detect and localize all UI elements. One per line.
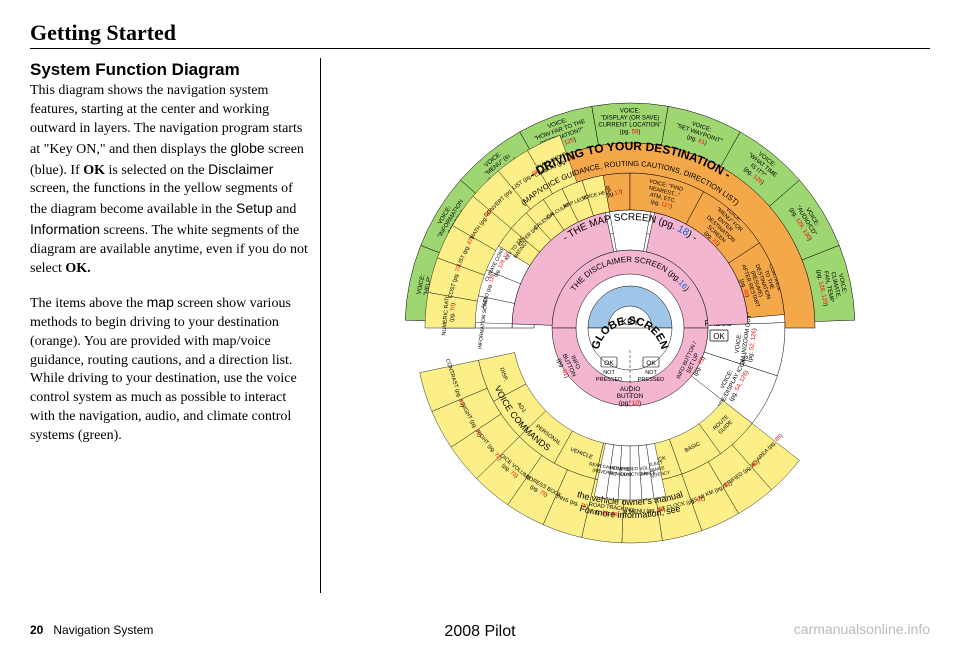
svg-text:OK: OK [646, 360, 656, 367]
svg-text:PRESSED: PRESSED [596, 377, 622, 383]
footer-center: 2008 Pilot [444, 623, 515, 641]
globe-label: globe [230, 140, 264, 156]
info-label: Information [30, 221, 100, 237]
footer-right: carmanualsonline.info [794, 621, 930, 637]
setup-label: Setup [236, 200, 273, 216]
svg-text:AUDIO: AUDIO [620, 386, 641, 393]
section-title: System Function Diagram [30, 60, 240, 80]
svg-text:VOICE:: VOICE: [620, 109, 641, 115]
svg-text:CURRENT LOCATION": CURRENT LOCATION" [598, 123, 661, 129]
p2-a: The items above the [30, 296, 147, 311]
svg-text:NOT: NOT [645, 370, 657, 376]
disclaimer-label: Disclaimer [208, 161, 273, 177]
svg-text:(pg. 59): (pg. 59) [620, 130, 641, 136]
p2-b: screen show various methods to begin dri… [30, 296, 297, 443]
map-label: map [147, 294, 174, 310]
ok2-label: OK. [65, 261, 90, 276]
page-title: Getting Started [30, 20, 176, 46]
ok-label: OK [83, 163, 105, 178]
title-underline [30, 48, 930, 49]
body-text: This diagram shows the navigation system… [30, 82, 310, 460]
function-diagram: VOICE:"HELP"(pg. 125)VOICE:"INFORMATIONS… [330, 58, 930, 598]
footer-label: Navigation System [53, 623, 153, 637]
svg-text:PRESSED: PRESSED [638, 377, 664, 383]
footer-page-num: 20 [30, 623, 43, 637]
divider [320, 58, 321, 593]
svg-text:"DISPLAY (OR SAVE): "DISPLAY (OR SAVE) [601, 116, 660, 122]
svg-text:OK: OK [604, 360, 614, 367]
p1-e: and [273, 202, 297, 217]
audio-button-label: AUDIO BUTTON (pg. 10) [617, 386, 644, 407]
footer-left: 20 Navigation System [30, 623, 153, 637]
p1-c: is selected on the [105, 163, 208, 178]
svg-text:(pg. 10): (pg. 10) [619, 400, 641, 407]
svg-text:BUTTON: BUTTON [617, 393, 644, 400]
svg-text:NOT: NOT [603, 370, 615, 376]
svg-text:OK: OK [713, 332, 725, 341]
